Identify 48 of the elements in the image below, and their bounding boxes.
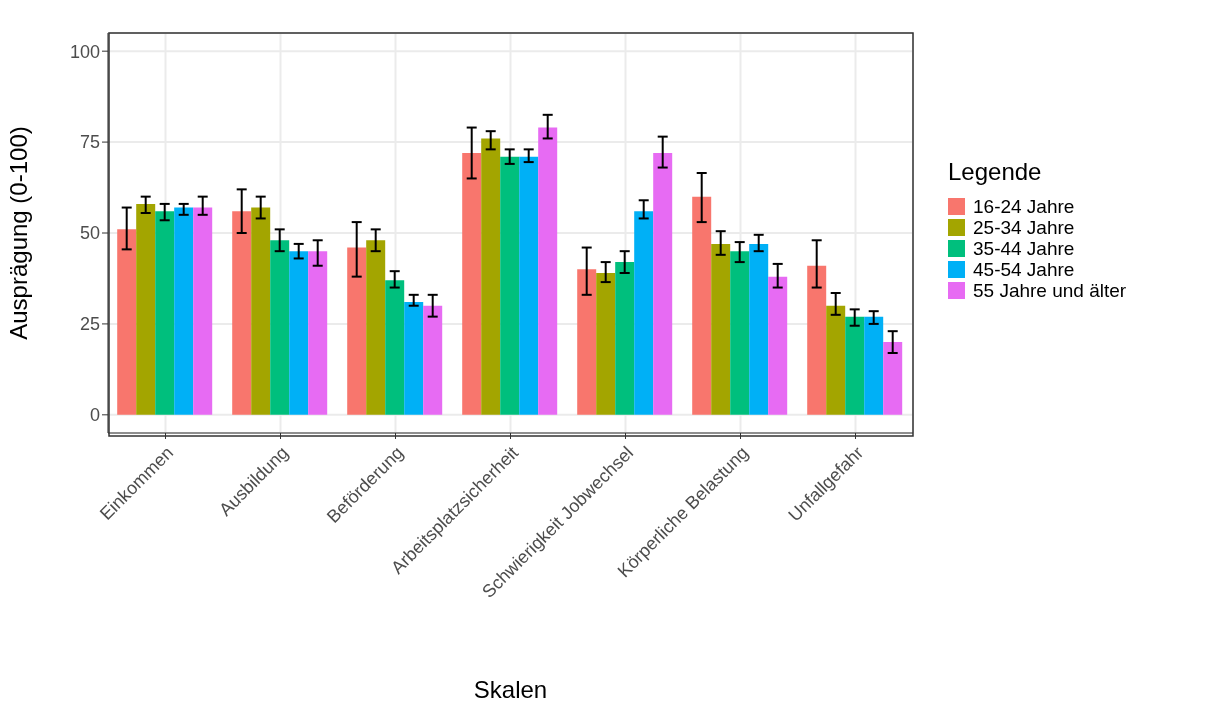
bar <box>136 203 156 415</box>
bar <box>768 276 788 415</box>
bar <box>653 153 673 415</box>
bar <box>289 251 309 415</box>
legend-label: 35-44 Jahre <box>973 237 1075 260</box>
bar <box>883 342 903 415</box>
bar <box>692 196 712 415</box>
bar <box>385 280 405 415</box>
bar <box>500 156 520 415</box>
bar <box>596 273 616 415</box>
bar <box>538 127 558 415</box>
bar <box>174 207 194 415</box>
bar <box>155 211 175 415</box>
bar <box>749 243 769 415</box>
x-axis-title: Skalen <box>473 676 548 703</box>
bar <box>193 207 213 415</box>
bar <box>615 262 635 415</box>
y-tick-label: 50 <box>79 223 100 244</box>
bar <box>711 243 731 415</box>
bar <box>481 138 501 415</box>
y-axis-title: Ausprägung (0-100) <box>4 126 32 340</box>
bar <box>826 305 846 415</box>
y-tick-label: 25 <box>79 314 100 335</box>
bar <box>347 247 367 415</box>
bar <box>366 240 386 415</box>
bar <box>462 153 482 415</box>
bar <box>251 207 271 415</box>
bar <box>404 302 424 415</box>
bar <box>634 211 654 415</box>
bar <box>730 251 750 415</box>
legend-label: 16-24 Jahre <box>973 195 1075 218</box>
legend-label: 45-54 Jahre <box>973 258 1075 281</box>
bar <box>577 269 597 415</box>
bar <box>807 265 827 415</box>
y-tick-label: 0 <box>89 405 100 426</box>
bar <box>845 316 865 415</box>
bar <box>232 211 252 415</box>
y-tick-label: 100 <box>69 41 100 62</box>
legend-label: 55 Jahre und älter <box>973 279 1127 302</box>
bar <box>864 316 884 415</box>
bar <box>270 240 290 415</box>
bar <box>117 229 137 415</box>
y-tick-label: 75 <box>79 132 100 153</box>
bar <box>308 251 328 415</box>
bar <box>519 156 539 415</box>
bar <box>423 305 443 415</box>
legend-label: 25-34 Jahre <box>973 216 1075 239</box>
legend-title: Legende <box>948 158 1043 186</box>
